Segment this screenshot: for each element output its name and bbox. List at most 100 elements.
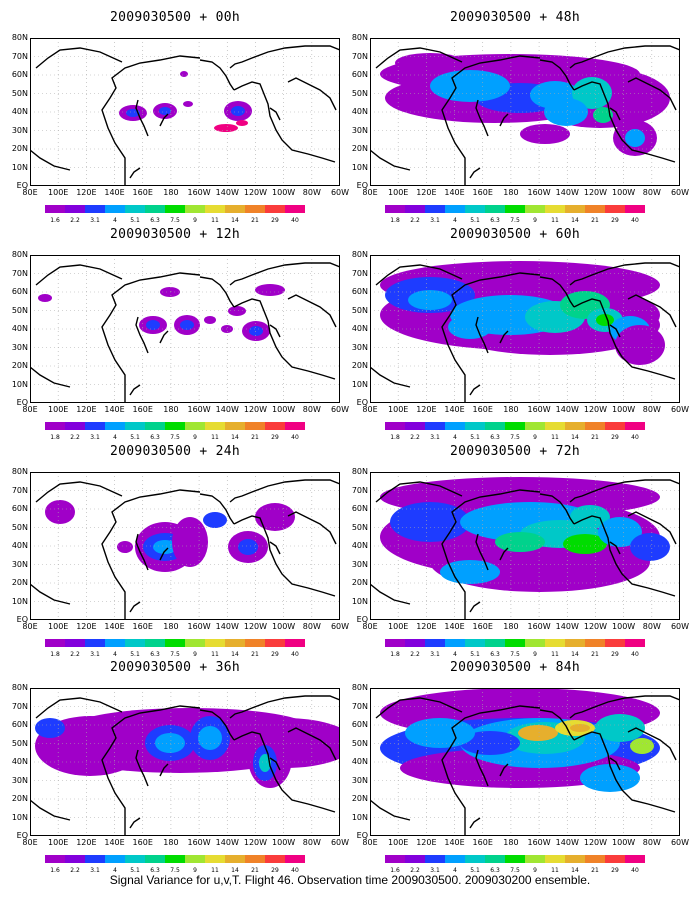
colorbar-tick-label: 3.1 (90, 867, 100, 874)
colorbar-tick-label: 5.1 (470, 434, 480, 441)
latitude-label: EQ (356, 181, 368, 190)
longitude-label: 60W (670, 188, 690, 197)
panel-title: 2009030500 + 48h (449, 10, 581, 25)
coastline (159, 763, 169, 777)
map-panel-36h: 2009030500 + 36h 80N 70N 60N 50N 40N 30N 20N 10… (10, 660, 349, 875)
latitude-label: 30N (351, 342, 368, 352)
map-panel-60h: 2009030500 + 60h 80N 70N 60N 50N 40N 30N 20N 10… (350, 227, 689, 442)
colorbar-tick-label: 14 (571, 651, 579, 658)
longitude-label: 120W (243, 405, 268, 414)
map-frame (370, 38, 680, 186)
latitude-label: 70N (351, 701, 368, 711)
variance-contour (228, 306, 246, 316)
latitude-label: 40N (11, 324, 28, 333)
latitude-label: 70N (11, 701, 28, 711)
colorbar-swatch (285, 639, 305, 647)
colorbar-swatch (165, 422, 185, 430)
longitude-label: 60W (330, 622, 350, 631)
coastline (159, 547, 169, 561)
latitude-label: 50N (11, 522, 28, 532)
colorbar-swatch (265, 639, 285, 647)
colorbar-swatch (545, 422, 565, 430)
variance-contour (214, 124, 238, 132)
colorbar-labels: 1.6 2.2 3.1 4 5.1 6.3 7.5 9 11 14 21 29 40 (385, 867, 645, 876)
colorbar-labels: 1.8 2.2 3.1 4 5.1 6.3 7.5 9 11 14 21 29 40 (385, 651, 645, 660)
longitude-label: 100E (48, 622, 69, 631)
map-frame (370, 255, 680, 403)
coastline (609, 107, 621, 121)
colorbar-swatch (225, 422, 245, 430)
colorbar-tick-label: 7.5 (510, 651, 520, 658)
colorbar-tick-label: 40 (631, 434, 639, 441)
variance-contour (570, 724, 590, 732)
latitude-label: EQ (16, 398, 28, 407)
panel-title: 2009030500 + 24h (109, 444, 241, 459)
longitude-label: 140E (104, 838, 125, 847)
latitude-label: EQ (356, 615, 368, 624)
coastline (573, 298, 676, 380)
longitude-label: 120W (583, 405, 608, 414)
longitude-label: 160W (187, 405, 211, 414)
variance-contour (255, 284, 285, 296)
coastline (129, 167, 141, 179)
longitude-label: 100W (272, 188, 296, 197)
coastline (101, 705, 201, 836)
variance-shading (380, 261, 665, 365)
coastline (539, 493, 575, 525)
map-svg (30, 688, 340, 836)
coastline (499, 547, 509, 561)
colorbar-swatch (125, 205, 145, 213)
coastline (441, 272, 541, 403)
longitude-label: 120W (243, 622, 268, 631)
colorbar-tick-label: 6.3 (150, 867, 160, 874)
variance-contour (518, 725, 558, 741)
longitude-label: 160W (527, 838, 551, 847)
variance-contour (259, 754, 271, 772)
latitude-label: 70N (351, 51, 368, 61)
colorbar-tick-label: 4 (453, 651, 457, 658)
coastline (30, 583, 71, 605)
latitude-label: 20N (11, 578, 28, 587)
longitude-label: 100W (272, 405, 296, 414)
colorbar-tick-label: 3.1 (90, 434, 100, 441)
colorbar-tick-label: 3.1 (90, 217, 100, 224)
colorbar-swatch (265, 422, 285, 430)
latitude-label: 40N (351, 107, 368, 116)
longitude-label: 160E (472, 188, 493, 197)
colorbar-swatch (525, 205, 545, 213)
longitude-label: 80W (302, 188, 321, 197)
coastline (229, 695, 340, 719)
longitude-label: 100W (612, 838, 636, 847)
variance-contour (395, 53, 465, 73)
coastline (573, 731, 676, 813)
latitude-label: 10N (351, 379, 368, 389)
longitude-label: 60W (330, 838, 350, 847)
variance-contour (630, 533, 670, 561)
latitude-label: 50N (351, 305, 368, 315)
colorbar-swatch (565, 639, 585, 647)
variance-shading (380, 477, 670, 592)
colorbar-swatch (465, 639, 485, 647)
map-svg (30, 472, 340, 620)
coastline (499, 763, 509, 777)
variance-contour (35, 718, 65, 738)
colorbar-labels: 1.8 2.2 3.1 4 5.1 6.3 7.5 9 11 14 21 29 40 (385, 217, 645, 226)
colorbar-tick-label: 21 (591, 434, 599, 441)
latitude-label: 60N (351, 720, 368, 729)
variance-contour (405, 718, 475, 748)
colorbar-tick-label: 21 (591, 651, 599, 658)
longitude-label: 100E (48, 188, 69, 197)
latitude-label: 80N (11, 683, 28, 692)
longitude-label: 180 (163, 188, 179, 197)
latitude-label: 20N (351, 361, 368, 370)
longitude-label: 80W (302, 405, 321, 414)
colorbar-swatch (605, 855, 625, 863)
longitude-label: 120E (416, 405, 437, 414)
map-panel-24h: 2009030500 + 24h 80N 70N 60N 50N 40N 30N 20N 10… (10, 444, 349, 659)
coastline (101, 55, 201, 186)
latitude-label: 10N (351, 162, 368, 172)
colorbar-tick-label: 11 (551, 651, 559, 658)
colorbar-swatch (565, 205, 585, 213)
colorbar-tick-label: 7.5 (510, 434, 520, 441)
longitude-label: 120W (243, 188, 268, 197)
